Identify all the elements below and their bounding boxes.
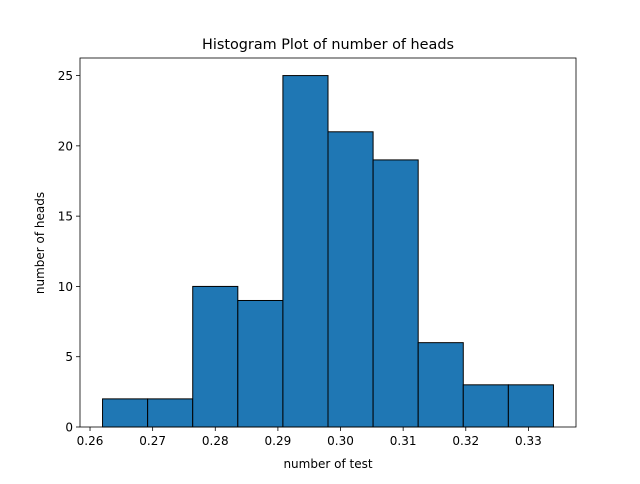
x-tick-label: 0.33 (515, 434, 542, 448)
y-tick-label: 5 (65, 350, 73, 364)
x-tick-label: 0.30 (327, 434, 354, 448)
histogram-bar (462, 384, 509, 428)
y-axis-ticks: 0 5 10 15 20 25 (58, 69, 80, 435)
y-tick-label: 15 (58, 210, 73, 224)
chart-title: Histogram Plot of number of heads (202, 37, 454, 53)
x-tick-label: 0.28 (202, 434, 229, 448)
y-axis-label: number of heads (33, 192, 47, 294)
y-tick-label: 20 (58, 139, 73, 153)
x-tick-label: 0.26 (77, 434, 104, 448)
histogram-bar (282, 75, 329, 428)
x-tick-label: 0.29 (265, 434, 292, 448)
x-tick-label: 0.32 (452, 434, 479, 448)
x-tick-label: 0.31 (390, 434, 417, 448)
histogram-bar (192, 285, 239, 428)
histogram-bar (372, 159, 419, 428)
x-axis-ticks: 0.26 0.27 0.28 0.29 0.30 0.31 0.32 0.33 (77, 427, 542, 448)
x-axis-label: number of test (283, 457, 372, 471)
histogram-bar (417, 342, 464, 428)
y-tick-label: 10 (58, 280, 73, 294)
plot-frame (79, 57, 577, 428)
histogram-bar (237, 299, 284, 428)
histogram-bar (102, 398, 149, 428)
y-tick-label: 0 (65, 421, 73, 435)
x-tick-label: 0.27 (139, 434, 166, 448)
bars-group (102, 75, 554, 428)
histogram-bar (147, 398, 194, 428)
histogram-bar (507, 384, 554, 428)
histogram-bar (327, 131, 374, 428)
y-tick-label: 25 (58, 69, 73, 83)
